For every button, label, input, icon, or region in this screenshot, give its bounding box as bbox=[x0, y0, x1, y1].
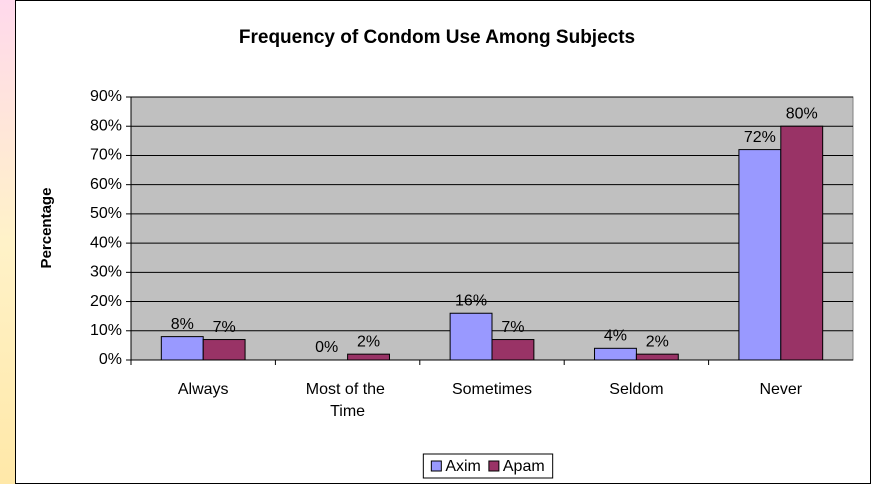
y-tick-label: 40% bbox=[90, 234, 122, 251]
x-tick-label: Never bbox=[759, 381, 802, 398]
bar bbox=[160, 336, 204, 361]
bar bbox=[449, 312, 493, 361]
x-tick-label: Sometimes bbox=[452, 381, 532, 398]
value-label: 80% bbox=[786, 105, 818, 122]
value-label: 4% bbox=[604, 328, 627, 345]
legend-swatch bbox=[488, 460, 500, 472]
value-label: 7% bbox=[501, 319, 524, 336]
y-tick-label: 10% bbox=[90, 322, 122, 339]
value-label: 8% bbox=[171, 316, 194, 333]
legend-label: Axim bbox=[445, 458, 481, 475]
bar bbox=[491, 339, 535, 361]
bar bbox=[347, 353, 390, 361]
legend-label: Apam bbox=[503, 458, 545, 475]
bar bbox=[202, 339, 246, 361]
value-label: 72% bbox=[744, 129, 776, 146]
value-label: 0% bbox=[315, 339, 338, 356]
y-tick-label: 20% bbox=[90, 293, 122, 310]
legend-swatch bbox=[430, 460, 442, 472]
chart-title: Frequency of Condom Use Among Subjects bbox=[239, 27, 635, 48]
value-label: 2% bbox=[357, 333, 380, 350]
y-tick-label: 80% bbox=[90, 117, 122, 134]
y-tick-label: 0% bbox=[99, 351, 122, 368]
bar bbox=[780, 125, 824, 361]
y-tick-label: 90% bbox=[90, 88, 122, 105]
legend: Axim Apam bbox=[422, 453, 554, 479]
y-tick-label: 70% bbox=[90, 147, 122, 164]
value-label: 7% bbox=[213, 319, 236, 336]
y-tick-label: 60% bbox=[90, 176, 122, 193]
y-tick-label: 30% bbox=[90, 264, 122, 281]
legend-box bbox=[422, 453, 554, 479]
bar bbox=[594, 347, 637, 361]
value-label: 2% bbox=[646, 333, 669, 350]
value-label: 16% bbox=[455, 292, 487, 309]
x-tick-label: Most of the Time bbox=[306, 381, 390, 420]
bar bbox=[635, 353, 679, 361]
y-tick-label: 50% bbox=[90, 205, 122, 222]
bar bbox=[738, 149, 782, 361]
x-tick-label: Seldom bbox=[609, 381, 663, 398]
x-tick-label: Always bbox=[178, 381, 229, 398]
y-axis-title: Percentage bbox=[38, 188, 55, 269]
